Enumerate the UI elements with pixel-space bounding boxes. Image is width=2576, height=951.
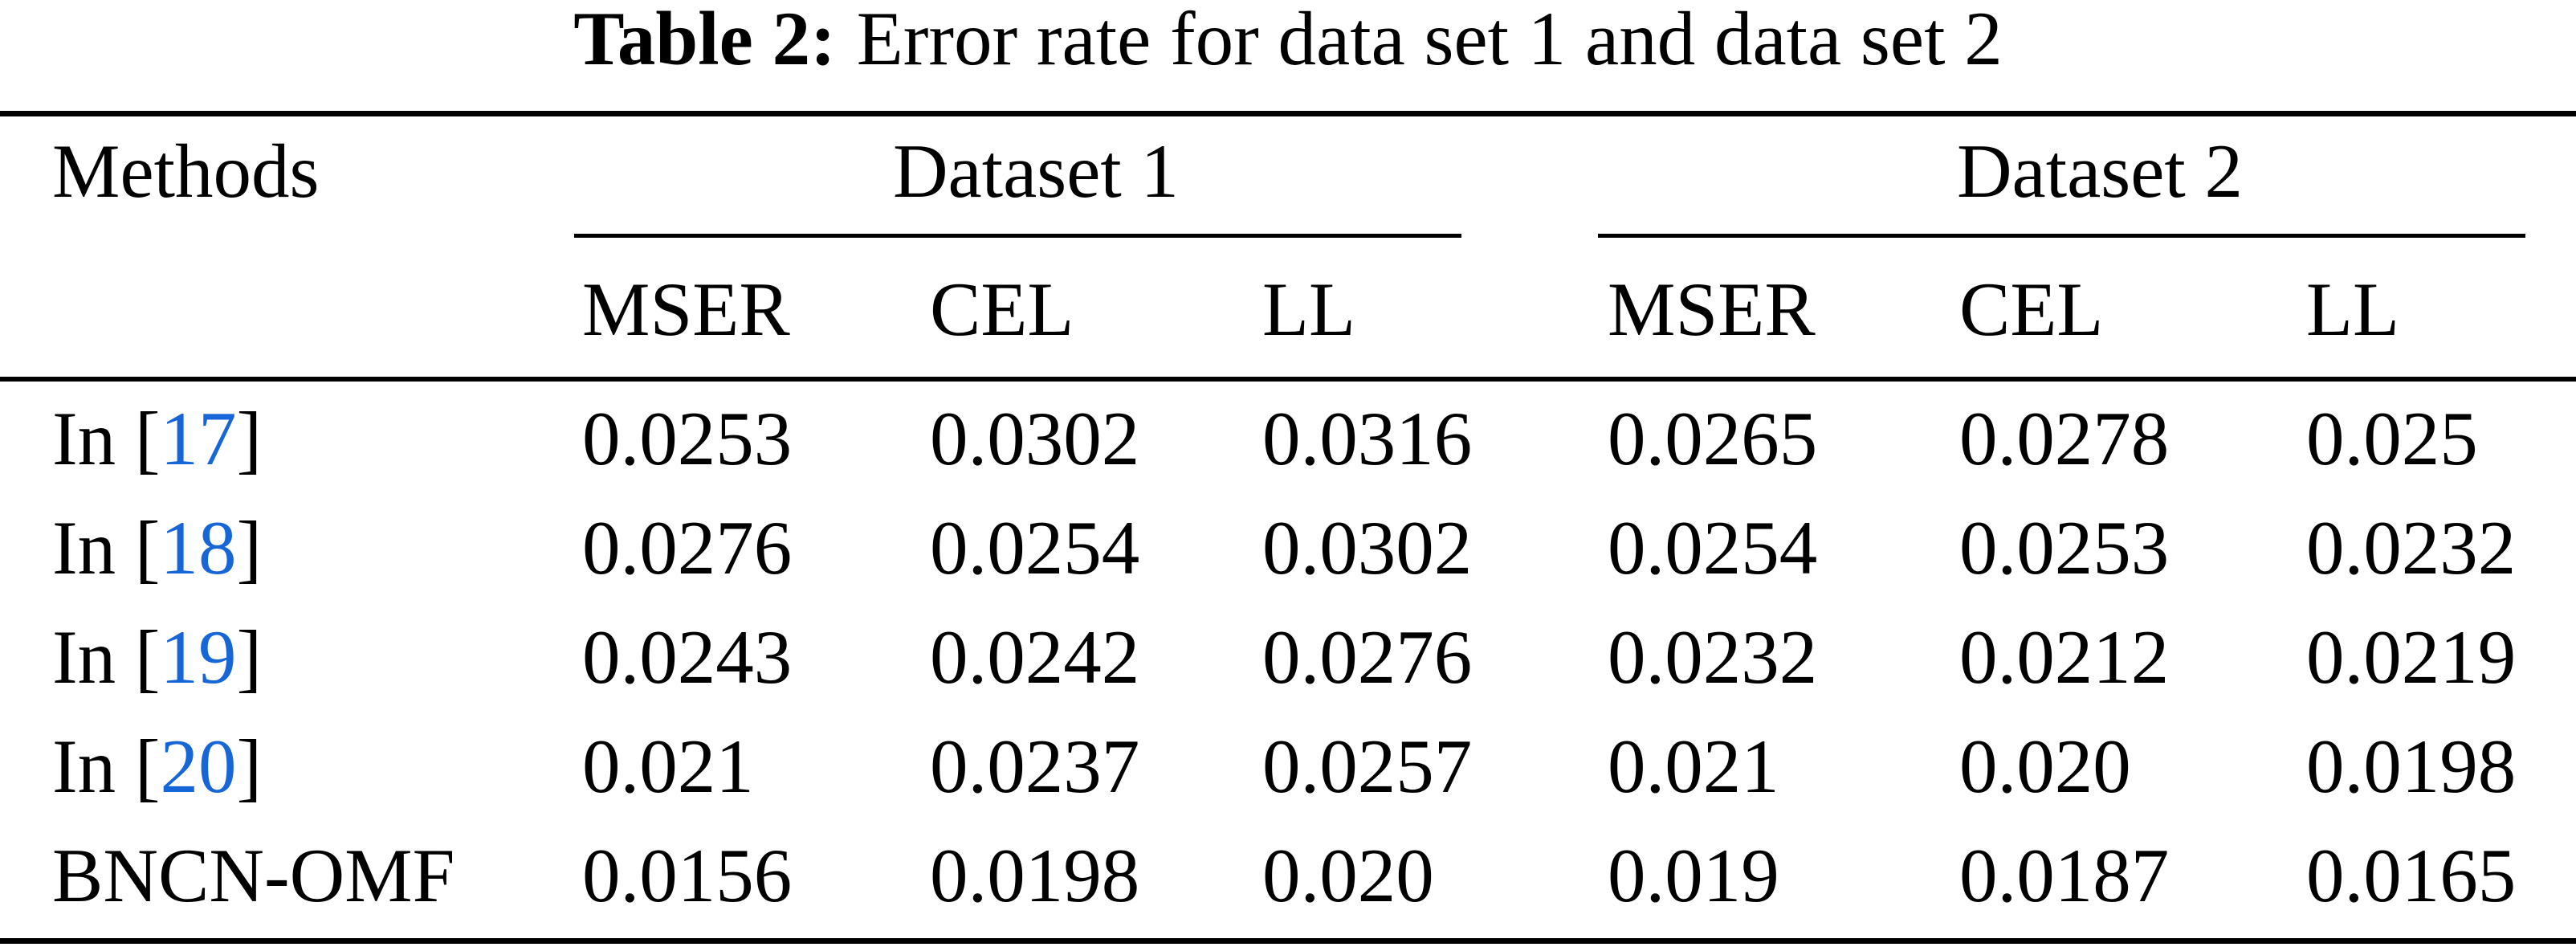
value-cell: 0.0237 [930, 724, 1140, 809]
col-header-cel-ds1: CEL [930, 267, 1074, 352]
col-header-ll-ds1: LL [1262, 267, 1356, 352]
method-cell: In [18] [52, 493, 262, 602]
method-cell: BNCN-OMF [52, 821, 455, 930]
value-cell: 0.021 [582, 724, 754, 809]
value-cell: 0.0276 [1262, 614, 1473, 700]
value-cell: 0.0232 [1608, 614, 1818, 700]
value-cell: 0.025 [2306, 396, 2478, 481]
citation-link[interactable]: 18 [160, 505, 237, 590]
method-suffix: ] [236, 724, 263, 809]
method-cell: In [17] [52, 384, 262, 493]
value-cell: 0.0316 [1262, 396, 1473, 481]
table-row: In [20] 0.021 0.0237 0.0257 0.021 0.020 … [0, 712, 2576, 821]
value-cell: 0.0276 [582, 505, 793, 590]
col-header-mser-ds1: MSER [582, 267, 790, 352]
value-cell: 0.0257 [1262, 724, 1473, 809]
table-header-row-groups: Methods Dataset 1 Dataset 2 [0, 119, 2576, 223]
value-cell: 0.0265 [1608, 396, 1818, 481]
citation-link[interactable]: 20 [160, 724, 237, 809]
value-cell: 0.021 [1608, 724, 1779, 809]
table-row: In [19] 0.0243 0.0242 0.0276 0.0232 0.02… [0, 602, 2576, 712]
value-cell: 0.0156 [582, 833, 793, 918]
col-header-methods: Methods [52, 129, 320, 214]
value-cell: 0.0302 [1262, 505, 1473, 590]
value-cell: 0.020 [1262, 833, 1434, 918]
table-caption-text: Error rate for data set 1 and data set 2 [856, 0, 2003, 81]
value-cell: 0.0219 [2306, 614, 2517, 700]
group-header-dataset1: Dataset 1 [892, 129, 1180, 214]
method-prefix: BNCN-OMF [52, 833, 455, 918]
value-cell: 0.020 [1959, 724, 2131, 809]
method-cell: In [20] [52, 712, 262, 821]
table-bottom-rule [0, 938, 2576, 944]
value-cell: 0.0242 [930, 614, 1140, 700]
value-cell: 0.019 [1608, 833, 1779, 918]
method-suffix: ] [236, 505, 263, 590]
value-cell: 0.0212 [1959, 614, 2170, 700]
value-cell: 0.0253 [582, 396, 793, 481]
value-cell: 0.0198 [930, 833, 1140, 918]
method-prefix: In [ [52, 724, 161, 809]
col-header-ll-ds2: LL [2306, 267, 2400, 352]
table-header-separator-rule [0, 377, 2576, 382]
value-cell: 0.0187 [1959, 833, 2170, 918]
value-cell: 0.0232 [2306, 505, 2517, 590]
table-caption-label: Table 2: [573, 0, 836, 81]
citation-link[interactable]: 17 [160, 396, 237, 481]
table-row: BNCN-OMF 0.0156 0.0198 0.020 0.019 0.018… [0, 821, 2576, 930]
dataset2-underline-rule [1598, 234, 2525, 238]
value-cell: 0.0165 [2306, 833, 2517, 918]
group-header-dataset2: Dataset 2 [1956, 129, 2244, 214]
dataset1-underline-rule [574, 234, 1461, 238]
table-row: In [17] 0.0253 0.0302 0.0316 0.0265 0.02… [0, 384, 2576, 493]
method-prefix: In [ [52, 396, 161, 481]
col-header-mser-ds2: MSER [1608, 267, 1816, 352]
value-cell: 0.0254 [1608, 505, 1818, 590]
value-cell: 0.0254 [930, 505, 1140, 590]
value-cell: 0.0302 [930, 396, 1140, 481]
method-suffix: ] [236, 396, 263, 481]
value-cell: 0.0198 [2306, 724, 2517, 809]
value-cell: 0.0278 [1959, 396, 2170, 481]
col-header-cel-ds2: CEL [1959, 267, 2104, 352]
method-suffix: ] [236, 614, 263, 700]
method-prefix: In [ [52, 505, 161, 590]
citation-link[interactable]: 19 [160, 614, 237, 700]
table-header-row-metrics: MSER CEL LL MSER CEL LL [0, 241, 2576, 378]
method-prefix: In [ [52, 614, 161, 700]
table-top-rule [0, 111, 2576, 116]
table-row: In [18] 0.0276 0.0254 0.0302 0.0254 0.02… [0, 493, 2576, 602]
value-cell: 0.0243 [582, 614, 793, 700]
method-cell: In [19] [52, 602, 262, 712]
table-caption: Table 2: Error rate for data set 1 and da… [0, 0, 2576, 77]
value-cell: 0.0253 [1959, 505, 2170, 590]
